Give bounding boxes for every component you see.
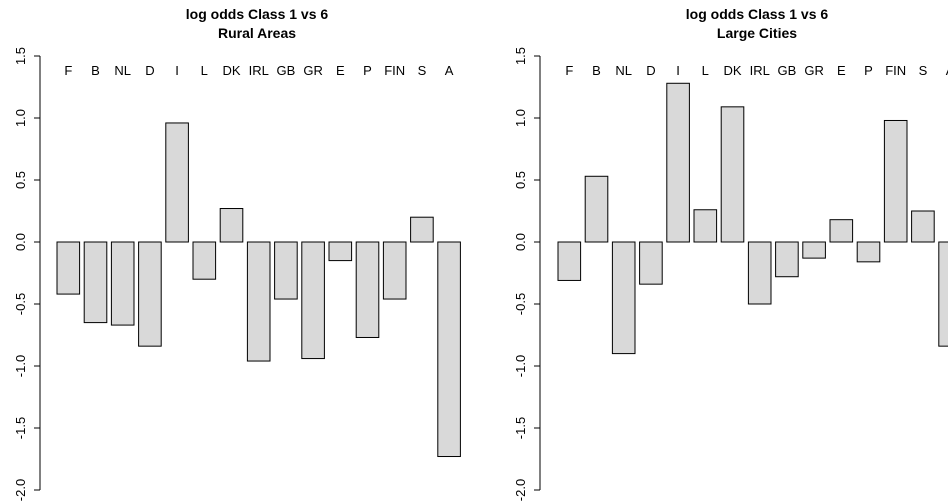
category-label: DK bbox=[723, 63, 741, 78]
bar-l bbox=[192, 241, 217, 280]
chart-title: log odds Class 1 vs 6 bbox=[686, 6, 829, 22]
category-label: GB bbox=[277, 63, 296, 78]
category-label: L bbox=[702, 63, 709, 78]
chart-subtitle: Rural Areas bbox=[218, 25, 296, 41]
bar-nl bbox=[110, 241, 135, 326]
bar-s bbox=[911, 210, 935, 243]
bar-a bbox=[938, 241, 948, 347]
y-tick-label: -0.5 bbox=[13, 293, 28, 315]
bar-b bbox=[83, 241, 108, 324]
bar-e bbox=[829, 219, 854, 243]
bar-nl bbox=[611, 241, 636, 355]
y-tick-label: -2.0 bbox=[13, 479, 28, 501]
category-label: NL bbox=[615, 63, 632, 78]
chart-subtitle: Large Cities bbox=[717, 25, 797, 41]
chart-panel-large-cities: log odds Class 1 vs 6 Large Cities -2.0 -… bbox=[513, 6, 948, 501]
category-label: A bbox=[445, 63, 454, 78]
y-tick-label: -1.5 bbox=[513, 417, 528, 439]
bar-irl bbox=[747, 241, 772, 305]
bar-f bbox=[557, 241, 582, 281]
y-tick-label: -1.0 bbox=[513, 355, 528, 377]
category-label: A bbox=[946, 63, 948, 78]
category-label: B bbox=[592, 63, 601, 78]
bar-a bbox=[437, 241, 461, 458]
y-tick-label: -1.5 bbox=[13, 417, 28, 439]
bar-fin bbox=[382, 241, 407, 300]
category-label: D bbox=[145, 63, 154, 78]
category-label: D bbox=[646, 63, 655, 78]
bar-gb bbox=[775, 241, 799, 278]
category-label: GB bbox=[778, 63, 797, 78]
y-tick-label: -0.5 bbox=[513, 293, 528, 315]
y-tick-label: 1.5 bbox=[13, 47, 28, 65]
bar-irl bbox=[246, 241, 271, 362]
y-tick-label: -2.0 bbox=[513, 479, 528, 501]
bar-f bbox=[56, 241, 81, 295]
y-tick-label: 1.0 bbox=[513, 109, 528, 127]
bar-i bbox=[165, 122, 189, 243]
y-tick-label: 0.0 bbox=[513, 233, 528, 251]
bar-i bbox=[666, 82, 690, 243]
bar-gb bbox=[274, 241, 298, 300]
bar-s bbox=[410, 216, 434, 243]
chart-title: log odds Class 1 vs 6 bbox=[186, 6, 329, 22]
category-label: FIN bbox=[885, 63, 906, 78]
category-label: GR bbox=[804, 63, 824, 78]
bar-p bbox=[856, 241, 881, 263]
category-label: IRL bbox=[750, 63, 770, 78]
category-label: L bbox=[201, 63, 208, 78]
category-label: B bbox=[91, 63, 100, 78]
bar-gr bbox=[802, 241, 826, 259]
bar-d bbox=[138, 241, 162, 347]
bar-fin bbox=[883, 119, 908, 243]
y-tick-label: 0.5 bbox=[513, 171, 528, 189]
category-label: F bbox=[64, 63, 72, 78]
category-label: I bbox=[175, 63, 179, 78]
category-label: E bbox=[837, 63, 846, 78]
bar-dk bbox=[720, 106, 745, 243]
bar-gr bbox=[301, 241, 325, 360]
bar-d bbox=[639, 241, 663, 285]
category-label: S bbox=[919, 63, 928, 78]
category-label: E bbox=[336, 63, 345, 78]
category-label: DK bbox=[222, 63, 240, 78]
y-tick-label: -1.0 bbox=[13, 355, 28, 377]
category-label: GR bbox=[303, 63, 323, 78]
category-label: P bbox=[864, 63, 873, 78]
category-label: IRL bbox=[249, 63, 269, 78]
bar-l bbox=[693, 209, 718, 243]
category-label: FIN bbox=[384, 63, 405, 78]
bar-p bbox=[355, 241, 380, 338]
y-tick-label: 1.5 bbox=[513, 47, 528, 65]
category-label: I bbox=[676, 63, 680, 78]
category-label: S bbox=[418, 63, 427, 78]
y-tick-label: 1.0 bbox=[13, 109, 28, 127]
category-label: F bbox=[565, 63, 573, 78]
bar-b bbox=[584, 175, 609, 243]
bar-e bbox=[328, 241, 353, 262]
bar-dk bbox=[219, 208, 244, 243]
category-label: NL bbox=[114, 63, 131, 78]
chart-panel-rural-areas: log odds Class 1 vs 6 Rural Areas -2.0 -1… bbox=[13, 6, 461, 501]
y-tick-label: 0.5 bbox=[13, 171, 28, 189]
y-tick-label: 0.0 bbox=[13, 233, 28, 251]
category-label: P bbox=[363, 63, 372, 78]
